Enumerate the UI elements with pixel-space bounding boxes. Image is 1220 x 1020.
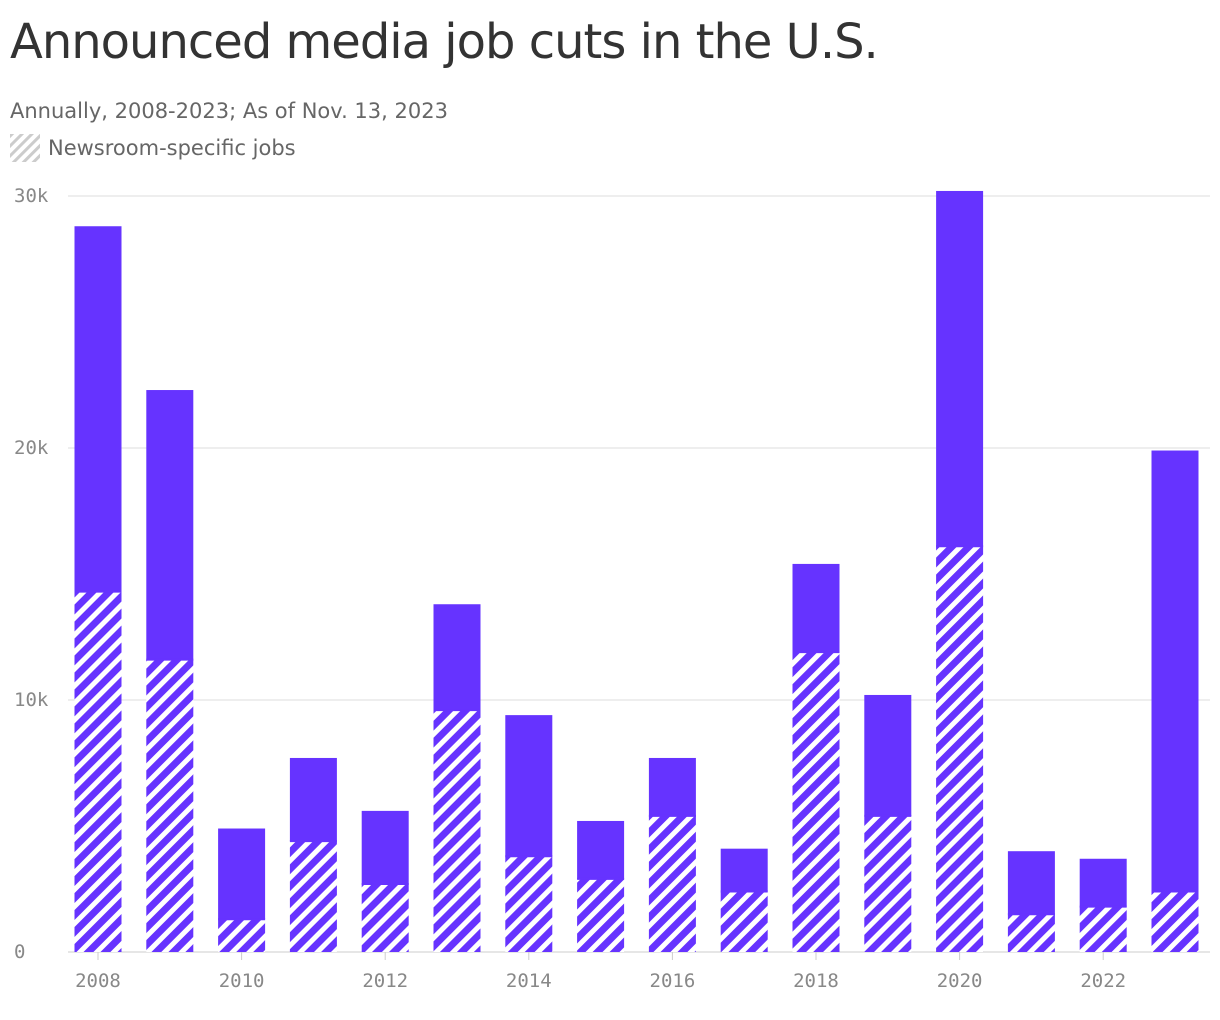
bar-newsroom-2013 <box>433 710 481 952</box>
bar-other-2009 <box>146 390 194 660</box>
bar-newsroom-2017 <box>720 891 768 952</box>
bar-other-2008 <box>74 226 122 592</box>
bar-other-2021 <box>1007 851 1055 915</box>
bar-newsroom-2012 <box>361 883 409 952</box>
x-tick-label: 2018 <box>793 970 839 992</box>
bar-newsroom-2023 <box>1151 891 1199 952</box>
bar-newsroom-2019 <box>864 815 912 952</box>
bar-newsroom-2020 <box>936 546 984 952</box>
x-tick-label: 2022 <box>1080 970 1126 992</box>
bar-other-2019 <box>864 694 912 816</box>
bar-other-2013 <box>433 604 481 711</box>
y-tick-label: 20k <box>14 437 49 459</box>
bar-other-2011 <box>289 757 337 842</box>
bar-other-2023 <box>1151 450 1199 892</box>
x-tick-label: 2014 <box>506 970 552 992</box>
bar-chart: 0 10k 20k 30k 2008 2010 2012 2014 2016 2018 2020 20… <box>14 185 1210 992</box>
bar-newsroom-2021 <box>1007 914 1055 952</box>
x-tick-label: 2020 <box>937 970 983 992</box>
legend-label: Newsroom-specific jobs <box>48 136 296 160</box>
y-tick-label: 0 <box>14 941 25 963</box>
legend-hatch-swatch <box>10 134 40 162</box>
bar-other-2018 <box>792 563 840 653</box>
bar-newsroom-2011 <box>289 841 337 952</box>
x-tick-label: 2012 <box>362 970 408 992</box>
bars <box>74 190 1199 952</box>
bar-other-2020 <box>936 190 984 547</box>
bar-other-2012 <box>361 810 409 884</box>
bar-newsroom-2016 <box>648 815 696 952</box>
bar-other-2015 <box>577 820 625 879</box>
x-tick-label: 2016 <box>650 970 696 992</box>
bar-other-2014 <box>505 715 553 857</box>
bar-newsroom-2015 <box>577 878 625 952</box>
bar-newsroom-2018 <box>792 652 840 952</box>
bar-other-2016 <box>648 757 696 816</box>
chart-subtitle: Annually, 2008-2023; As of Nov. 13, 2023 <box>10 99 448 123</box>
chart-title: Announced media job cuts in the U.S. <box>10 14 879 70</box>
y-tick-label: 10k <box>14 689 49 711</box>
bar-other-2010 <box>218 828 266 920</box>
x-tick-label: 2010 <box>219 970 265 992</box>
bar-newsroom-2022 <box>1079 906 1127 952</box>
bar-newsroom-2009 <box>146 659 194 952</box>
bar-newsroom-2014 <box>505 856 553 952</box>
axes: 0 10k 20k 30k 2008 2010 2012 2014 2016 2018 2020 20… <box>14 185 1126 992</box>
bar-newsroom-2010 <box>218 919 266 952</box>
bar-newsroom-2008 <box>74 591 122 952</box>
bar-other-2017 <box>720 848 768 892</box>
legend: Newsroom-specific jobs <box>10 133 296 163</box>
y-tick-label: 30k <box>14 185 49 207</box>
x-tick-label: 2008 <box>75 970 121 992</box>
bar-other-2022 <box>1079 858 1127 907</box>
